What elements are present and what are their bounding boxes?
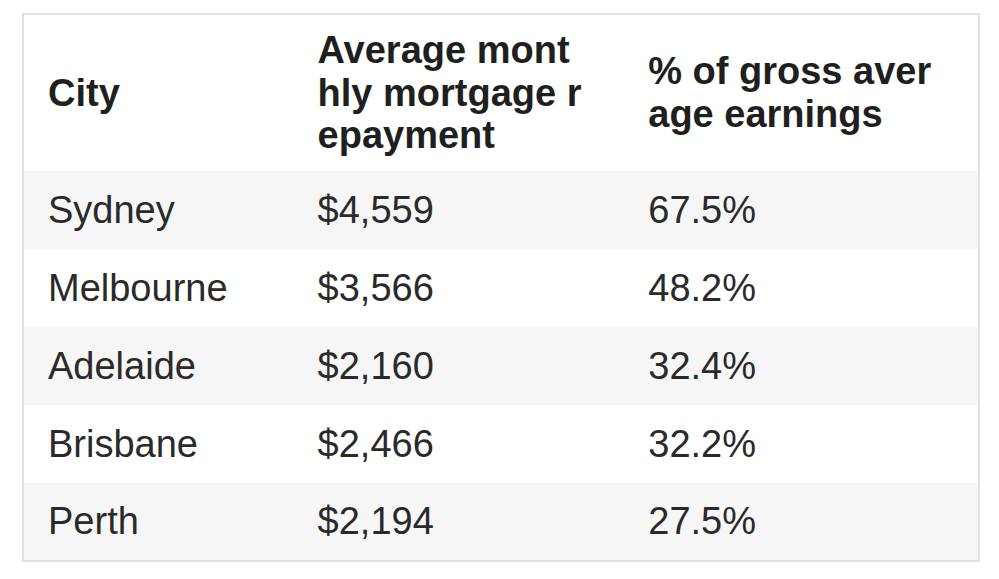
cell-repayment: $2,160: [294, 327, 625, 405]
cell-earnings-percent: 27.5%: [624, 483, 979, 561]
cell-city: Brisbane: [23, 405, 294, 483]
table-row: Perth $2,194 27.5%: [23, 483, 979, 561]
cell-city: Adelaide: [23, 327, 294, 405]
cell-earnings-percent: 48.2%: [624, 249, 979, 327]
cell-earnings-percent: 32.4%: [624, 327, 979, 405]
table-row: Melbourne $3,566 48.2%: [23, 249, 979, 327]
table-row: Adelaide $2,160 32.4%: [23, 327, 979, 405]
cell-earnings-percent: 32.2%: [624, 405, 979, 483]
cell-earnings-percent: 67.5%: [624, 171, 979, 249]
table-row: Sydney $4,559 67.5%: [23, 171, 979, 249]
mortgage-table: City Average mont hly mortgage r epaymen…: [22, 13, 980, 562]
cell-city: Sydney: [23, 171, 294, 249]
cell-city: Melbourne: [23, 249, 294, 327]
column-header-repayment: Average mont hly mortgage r epayment: [294, 14, 625, 171]
column-header-city: City: [23, 14, 294, 171]
column-header-earnings-percent: % of gross aver age earnings: [624, 14, 979, 171]
cell-repayment: $4,559: [294, 171, 625, 249]
cell-repayment: $2,194: [294, 483, 625, 561]
cell-city: Perth: [23, 483, 294, 561]
table-row: Brisbane $2,466 32.2%: [23, 405, 979, 483]
table-header-row: City Average mont hly mortgage r epaymen…: [23, 14, 979, 171]
mortgage-table-container: City Average mont hly mortgage r epaymen…: [22, 13, 980, 562]
cell-repayment: $2,466: [294, 405, 625, 483]
cell-repayment: $3,566: [294, 249, 625, 327]
